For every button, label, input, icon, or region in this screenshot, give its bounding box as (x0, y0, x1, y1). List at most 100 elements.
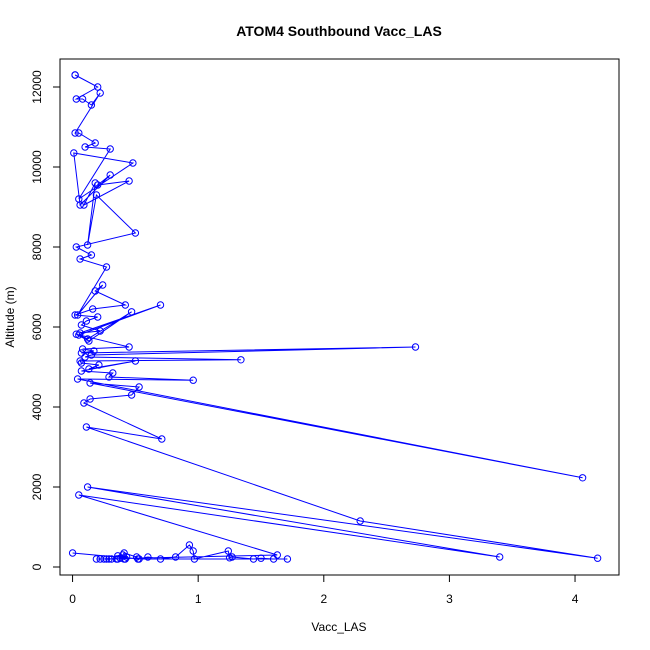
data-point (92, 191, 101, 199)
data-point (273, 551, 281, 559)
data-point (72, 330, 81, 338)
data-point (75, 129, 83, 137)
data-point (119, 551, 127, 559)
data-point (109, 369, 117, 377)
data-point (129, 159, 137, 167)
data-point (122, 553, 131, 561)
data-point (77, 321, 86, 329)
data-point (77, 367, 86, 375)
data-point (76, 357, 84, 365)
chart-title: ATOM4 Southbound Vacc_LAS (236, 23, 442, 39)
data-point (73, 375, 82, 383)
data-point (80, 201, 88, 209)
y-tick-label: 12000 (30, 70, 44, 104)
data-point (83, 335, 92, 343)
data-point (189, 376, 197, 384)
x-axis: 0 1 2 3 4 (69, 574, 579, 606)
y-tick-label: 10000 (30, 150, 44, 184)
x-axis-label: Vacc_LAS (311, 620, 366, 634)
data-point (269, 555, 278, 563)
data-point (91, 179, 99, 187)
data-point (72, 243, 81, 251)
data-point (68, 549, 77, 557)
data-point (105, 373, 113, 381)
data-point (578, 474, 587, 482)
data-point (85, 365, 93, 373)
data-point (114, 552, 122, 560)
data-point (185, 541, 194, 549)
data-point (77, 359, 86, 367)
data-point (76, 329, 84, 337)
series-layer (68, 71, 602, 563)
data-point (102, 263, 111, 271)
data-point (127, 308, 136, 316)
data-point (125, 343, 133, 351)
data-point (71, 129, 79, 137)
data-point (80, 399, 88, 407)
data-point (189, 547, 197, 555)
data-point (94, 181, 102, 189)
data-point (73, 311, 82, 319)
y-axis: 0 2000 4000 6000 8000 10000 12000 (30, 70, 61, 570)
data-point (82, 317, 91, 325)
data-point (83, 241, 92, 249)
data-point (144, 553, 152, 561)
data-point (87, 101, 96, 109)
data-point (86, 395, 94, 403)
data-point (156, 555, 165, 563)
plot-frame (59, 58, 620, 576)
data-point (99, 281, 107, 289)
data-point (120, 549, 128, 557)
data-point (85, 337, 93, 345)
data-point (90, 347, 98, 355)
data-point (89, 305, 97, 313)
data-point (94, 83, 102, 91)
x-tick-label: 3 (446, 592, 453, 606)
data-point (228, 553, 236, 561)
data-point (106, 145, 114, 153)
data-point (94, 313, 102, 321)
data-point (100, 555, 108, 563)
data-point (95, 361, 103, 369)
data-point (283, 555, 292, 563)
data-point (76, 201, 84, 209)
data-point (77, 349, 86, 357)
y-tick-label: 6000 (30, 313, 44, 340)
x-tick-label: 2 (320, 592, 327, 606)
data-point (96, 327, 104, 335)
series-line (72, 74, 598, 560)
y-tick-label: 0 (30, 563, 44, 570)
data-point (92, 555, 101, 563)
data-point (156, 301, 165, 309)
data-point (237, 356, 245, 364)
data-point (81, 143, 89, 151)
y-tick-label: 2000 (30, 473, 44, 500)
data-point (121, 301, 130, 309)
data-point (83, 483, 92, 491)
data-point (75, 491, 83, 499)
data-point (96, 89, 104, 97)
data-point (82, 423, 91, 431)
x-tick-label: 4 (572, 592, 579, 606)
data-point (87, 251, 96, 259)
data-point (131, 357, 140, 365)
data-point (70, 149, 78, 157)
data-point (131, 229, 140, 237)
data-point (496, 553, 504, 561)
data-point (71, 311, 79, 319)
data-point (356, 517, 364, 525)
data-point (132, 553, 141, 561)
x-tick-label: 1 (195, 592, 202, 606)
data-point (135, 383, 143, 391)
data-point (86, 379, 94, 387)
data-point (91, 139, 99, 147)
data-point (78, 345, 87, 353)
data-point (158, 435, 166, 443)
y-tick-label: 8000 (30, 233, 44, 260)
data-point (593, 554, 602, 562)
data-point (81, 353, 89, 361)
data-point (171, 553, 180, 561)
data-point (125, 177, 133, 185)
